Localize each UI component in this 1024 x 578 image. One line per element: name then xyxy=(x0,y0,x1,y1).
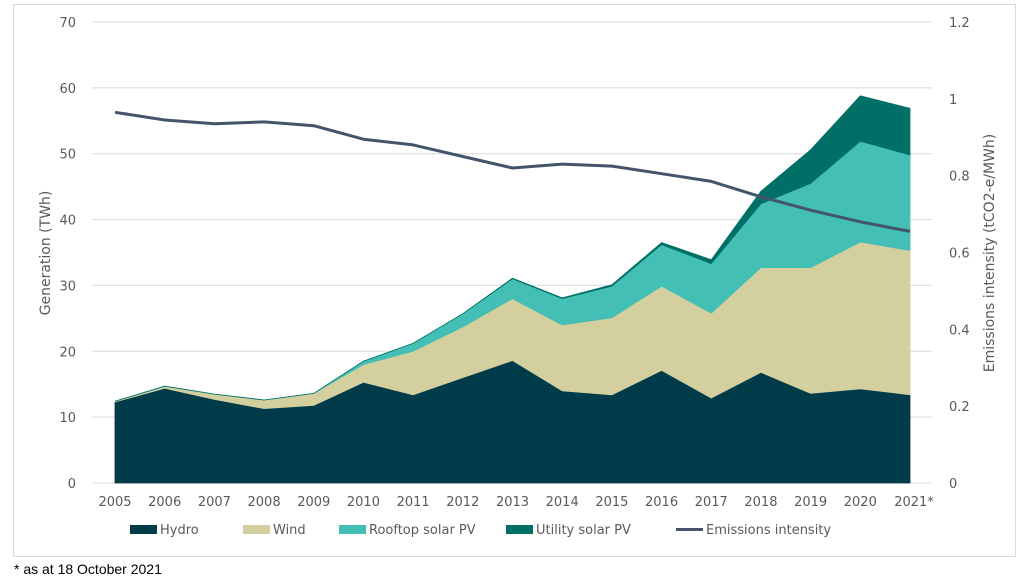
stacked-areas xyxy=(114,95,911,484)
x-tick-label: 2007 xyxy=(198,495,231,510)
legend-item: Rooftop solar PV xyxy=(339,523,476,538)
y2-tick-label: 0.8 xyxy=(949,170,970,185)
y2-tick-label: 1 xyxy=(949,93,957,108)
legend-swatch xyxy=(243,525,270,534)
legend-label: Hydro xyxy=(160,523,199,538)
x-tick-label: 2011 xyxy=(397,495,430,510)
right-axis-title: Emissions intensity (tCO2-e/MWh) xyxy=(982,134,998,372)
y2-tick-label: 0 xyxy=(949,477,957,492)
legend-item: Emissions intensity xyxy=(676,523,831,538)
x-tick-label: 2018 xyxy=(744,495,777,510)
line-series xyxy=(114,110,911,233)
area-utility-solar-pv xyxy=(114,95,911,402)
legend-label: Wind xyxy=(273,523,306,538)
y-tick-label: 40 xyxy=(59,214,76,229)
x-tick-label: 2017 xyxy=(695,495,728,510)
footnote: * as at 18 October 2021 xyxy=(14,561,162,577)
legend-swatch xyxy=(506,525,533,534)
x-tick-label: 2006 xyxy=(148,495,181,510)
x-tick-label: 2013 xyxy=(496,495,529,510)
chart-frame xyxy=(13,4,1016,557)
legend-item: Wind xyxy=(243,523,306,538)
x-axis-ticks: 2005 2006 2007 2008 2009 2010 2011 2012 2013 2014… xyxy=(98,495,934,510)
legend-label: Emissions intensity xyxy=(706,523,831,538)
y-tick-label: 10 xyxy=(59,411,76,426)
legend-item: Utility solar PV xyxy=(506,523,631,538)
x-tick-label: 2015 xyxy=(595,495,628,510)
x-tick-label: 2019 xyxy=(794,495,827,510)
legend-swatch xyxy=(339,525,366,534)
legend-label: Utility solar PV xyxy=(536,523,631,538)
legend-swatch xyxy=(130,525,157,534)
legend-label: Rooftop solar PV xyxy=(369,523,476,538)
x-tick-label: 2009 xyxy=(297,495,330,510)
y2-tick-label: 1.2 xyxy=(949,16,970,31)
line-emissions-intensity xyxy=(114,110,911,233)
x-tick-label: 2016 xyxy=(645,495,678,510)
y-tick-label: 50 xyxy=(59,148,76,163)
x-tick-label: 2010 xyxy=(347,495,380,510)
y-tick-label: 0 xyxy=(68,477,76,492)
right-axis-ticks: 0 0.2 0.4 0.6 0.8 1 1.2 xyxy=(949,16,970,492)
left-axis-ticks: 0 10 20 30 40 50 60 70 xyxy=(59,16,76,492)
x-tick-label: 2005 xyxy=(98,495,131,510)
left-axis-title: Generation (TWh) xyxy=(38,191,54,316)
y-tick-label: 20 xyxy=(59,345,76,360)
legend: Hydro Wind Rooftop solar PV Utility solar P… xyxy=(130,523,831,538)
y2-tick-label: 0.2 xyxy=(949,400,970,415)
y-tick-label: 60 xyxy=(59,82,76,97)
x-tick-label: 2008 xyxy=(248,495,281,510)
x-tick-label: 2012 xyxy=(446,495,479,510)
legend-item: Hydro xyxy=(130,523,199,538)
y2-tick-label: 0.4 xyxy=(949,323,970,338)
y-tick-label: 70 xyxy=(59,16,76,31)
x-tick-label: 2014 xyxy=(546,495,579,510)
y-tick-label: 30 xyxy=(59,279,76,294)
y2-tick-label: 0.6 xyxy=(949,247,970,262)
x-tick-label: 2020 xyxy=(844,495,877,510)
x-tick-label: 2021* xyxy=(894,495,934,510)
